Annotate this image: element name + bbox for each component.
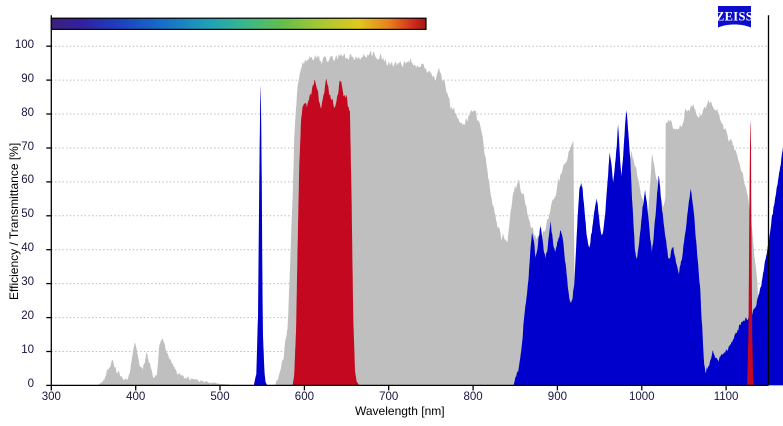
- svg-text:ZEISS: ZEISS: [716, 9, 753, 23]
